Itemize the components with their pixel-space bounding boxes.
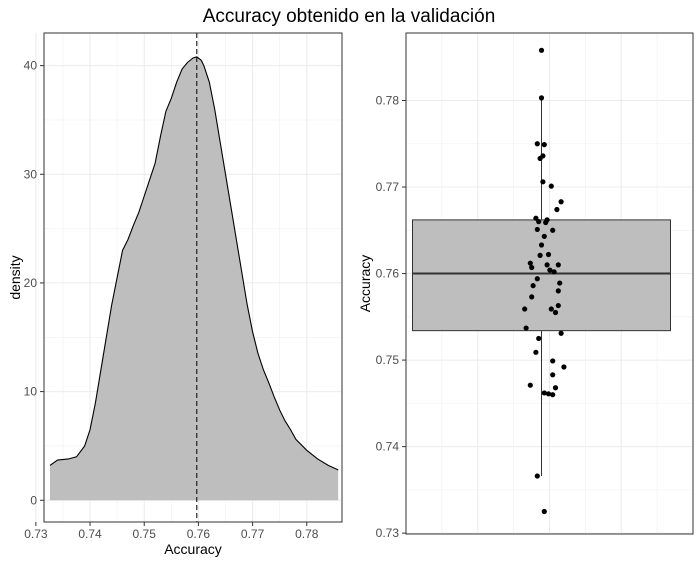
boxplot-panel: 0.73 0.74 0.75 0.76 0.77 0.78 Accuracy [357, 32, 694, 540]
data-point [534, 141, 540, 147]
data-point [555, 302, 561, 309]
data-point [538, 95, 545, 101]
data-point [523, 325, 529, 331]
data-point [534, 276, 540, 282]
data-point [558, 330, 564, 336]
data-point [534, 473, 540, 479]
boxplot-y-tick-label: 0.74 [376, 440, 400, 454]
data-point [541, 142, 547, 148]
boxplot-y-tick-label: 0.75 [376, 353, 400, 367]
data-point [541, 233, 547, 239]
density-x-tick-label: 0.75 [133, 527, 157, 541]
boxplot-box [412, 219, 671, 332]
boxplot-y-tick-label: 0.77 [376, 180, 400, 194]
density-x-tick-label: 0.77 [241, 527, 265, 541]
density-curve [49, 56, 339, 471]
density-y-tick-label: 10 [24, 385, 38, 399]
boxplot-y-axis: 0.73 0.74 0.75 0.76 0.77 0.78 [376, 93, 406, 540]
data-point [543, 219, 549, 226]
data-point [558, 199, 564, 205]
data-point [547, 267, 553, 273]
density-x-tick-label: 0.73 [24, 527, 48, 541]
data-point [554, 206, 560, 213]
data-point [550, 392, 556, 398]
density-x-tick-label: 0.78 [295, 527, 319, 541]
data-point [540, 153, 546, 159]
data-point [557, 280, 563, 286]
data-point [552, 385, 559, 391]
data-point [555, 262, 561, 268]
boxplot-y-tick-label: 0.73 [376, 526, 400, 540]
density-y-axis-title: density [7, 255, 23, 299]
data-point [538, 242, 545, 248]
density-plot-border [43, 32, 343, 523]
data-point [550, 372, 556, 378]
density-x-axis-title: Accuracy [164, 541, 222, 557]
data-point [541, 390, 547, 396]
density-area [49, 56, 339, 501]
data-point [533, 215, 539, 221]
density-panel: 0.73 0.74 0.75 0.76 0.77 0.78 0 10 20 30 40 Accur… [7, 32, 343, 557]
boxplot-y-tick-label: 0.76 [376, 267, 400, 281]
density-x-axis: 0.73 0.74 0.75 0.76 0.77 0.78 [24, 522, 319, 541]
data-point [540, 179, 546, 185]
jitter-points [522, 47, 567, 515]
density-x-tick-label: 0.76 [187, 527, 211, 541]
data-point [529, 264, 535, 271]
data-point [527, 260, 533, 266]
density-y-tick-label: 30 [24, 167, 38, 181]
data-point [529, 294, 535, 300]
data-point [534, 226, 540, 233]
data-point [541, 508, 547, 515]
chart-title: Accuracy obtenido en la validación [203, 6, 496, 27]
data-point [551, 269, 557, 275]
data-point [552, 309, 559, 316]
data-point [548, 183, 554, 189]
data-point [527, 382, 533, 388]
data-point [522, 306, 528, 312]
boxplot-plot-border [405, 32, 694, 535]
data-point [536, 335, 542, 342]
density-y-axis: 0 10 20 30 40 [24, 59, 44, 507]
data-point [550, 227, 556, 233]
data-point [545, 391, 552, 397]
density-x-tick-label: 0.74 [78, 527, 102, 541]
boxplot-y-axis-title: Accuracy [357, 255, 373, 313]
data-point [548, 306, 554, 312]
density-y-tick-label: 0 [30, 493, 37, 507]
density-y-tick-label: 20 [24, 276, 38, 290]
data-point [538, 47, 545, 53]
boxplot-y-tick-label: 0.78 [376, 93, 400, 107]
data-point [555, 288, 561, 294]
data-point [561, 364, 567, 370]
data-point [550, 358, 556, 364]
data-point [544, 262, 550, 268]
density-y-tick-label: 40 [24, 59, 38, 73]
data-point [545, 251, 552, 258]
data-point [536, 219, 542, 225]
data-point [530, 283, 536, 289]
data-point [537, 252, 543, 258]
data-point [533, 349, 539, 355]
